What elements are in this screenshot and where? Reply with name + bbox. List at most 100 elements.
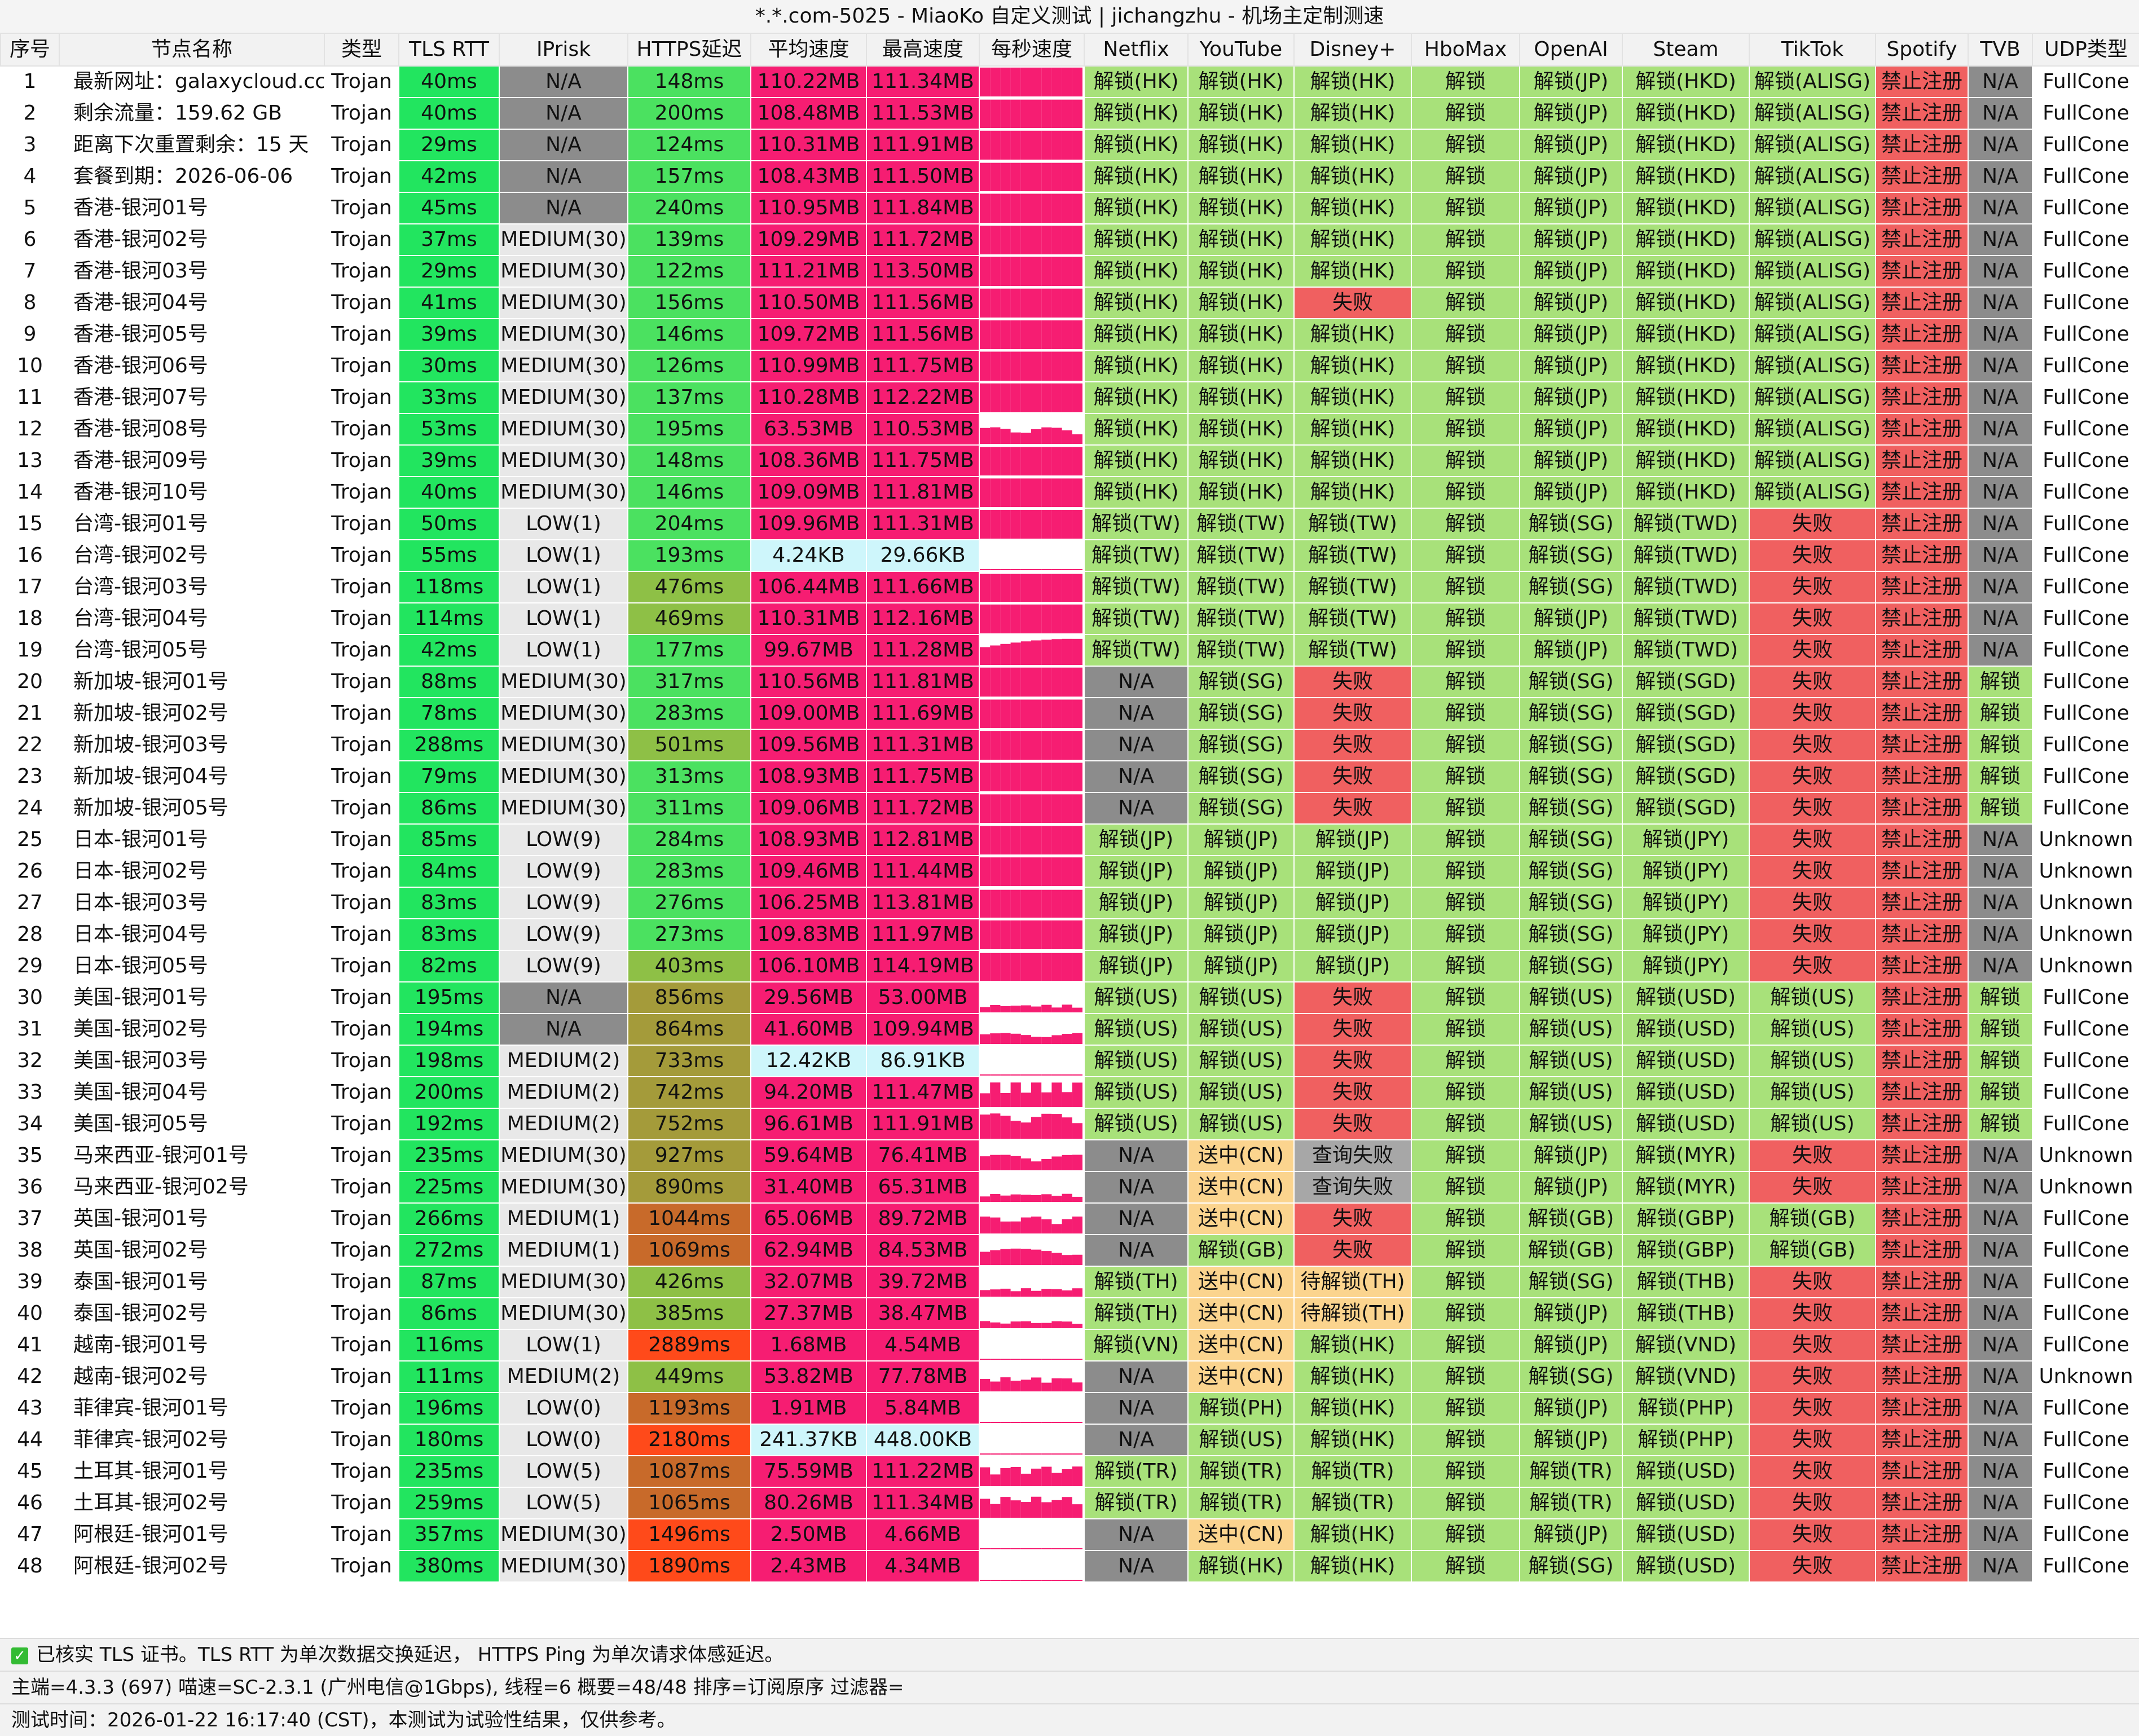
column-header[interactable]: 序号 [0,33,60,67]
table-row[interactable]: 22 新加坡-银河03号 Trojan 288ms MEDIUM(30) 501ms 109… [0,729,2139,761]
ip-risk: MEDIUM(30) [499,381,628,414]
sparkline-bar [1020,604,1031,633]
table-row[interactable]: 32 美国-银河03号 Trojan 198ms MEDIUM(2) 733ms 12.42… [0,1045,2139,1077]
tls-rtt: 116ms [398,1329,500,1362]
table-row[interactable]: 25 日本-银河01号 Trojan 85ms LOW(9) 284ms 108.93MB 1… [0,823,2139,856]
table-row[interactable]: 38 英国-银河02号 Trojan 272ms MEDIUM(1) 1069ms 62.9… [0,1234,2139,1267]
unlock-status: N/A [1968,508,2033,540]
sparkline-bar [990,953,1001,981]
table-row[interactable]: 48 阿根廷-银河02号 Trojan 380ms MEDIUM(30) 1890ms 2.… [0,1550,2139,1583]
table-row[interactable]: 26 日本-银河02号 Trojan 84ms LOW(9) 283ms 109.46MB 1… [0,855,2139,888]
table-row[interactable]: 18 台湾-银河04号 Trojan 114ms LOW(1) 469ms 110.31MB… [0,602,2139,635]
column-header[interactable]: IPrisk [499,33,628,67]
table-row[interactable]: 5 香港-银河01号 Trojan 45ms N/A 240ms 110.95MB 111.8… [0,192,2139,224]
udp-type: FullCone [2032,1424,2139,1456]
sparkline-bar [1000,857,1011,886]
table-row[interactable]: 1 最新网址：galaxycloud.cc Trojan 40ms N/A 148ms 11… [0,65,2139,98]
column-header[interactable]: Steam [1622,33,1750,67]
unlock-status: 解锁 [1968,981,2033,1014]
table-row[interactable]: 47 阿根廷-银河01号 Trojan 357ms MEDIUM(30) 1496ms 2.… [0,1518,2139,1551]
table-row[interactable]: 12 香港-银河08号 Trojan 53ms MEDIUM(30) 195ms 63.53… [0,413,2139,446]
table-row[interactable]: 9 香港-银河05号 Trojan 39ms MEDIUM(30) 146ms 109.72… [0,318,2139,351]
table-row[interactable]: 23 新加坡-银河04号 Trojan 79ms MEDIUM(30) 313ms 108.… [0,760,2139,793]
column-header[interactable]: 平均速度 [750,33,867,67]
table-row[interactable]: 11 香港-银河07号 Trojan 33ms MEDIUM(30) 137ms 110.2… [0,381,2139,414]
table-row[interactable]: 3 距离下次重置剩余：15 天 Trojan 29ms N/A 124ms 110.31MB… [0,129,2139,161]
table-row[interactable]: 4 套餐到期：2026-06-06 Trojan 42ms N/A 157ms 108.43… [0,160,2139,193]
unlock-status: 禁止注册 [1875,823,1969,856]
sparkline-bar [990,226,1001,254]
sparkline-bar [980,574,991,602]
table-row[interactable]: 40 泰国-银河02号 Trojan 86ms MEDIUM(30) 385ms 27.37… [0,1297,2139,1330]
sparkline-bar [1072,1453,1082,1455]
column-header[interactable]: 每秒速度 [979,33,1085,67]
unlock-status: 禁止注册 [1875,1171,1969,1204]
table-row[interactable]: 20 新加坡-银河01号 Trojan 88ms MEDIUM(30) 317ms 110.… [0,666,2139,698]
ip-risk: MEDIUM(30) [499,413,628,446]
speed-sparkline [979,823,1085,856]
table-row[interactable]: 21 新加坡-银河02号 Trojan 78ms MEDIUM(30) 283ms 109.… [0,697,2139,730]
column-header[interactable]: HTTPS延迟 [627,33,751,67]
table-row[interactable]: 34 美国-银河05号 Trojan 192ms MEDIUM(2) 752ms 96.61… [0,1108,2139,1140]
sparkline-bar [1000,509,1011,539]
column-header[interactable]: TikTok [1749,33,1876,67]
column-header[interactable]: TVB [1968,33,2033,67]
table-row[interactable]: 14 香港-银河10号 Trojan 40ms MEDIUM(30) 146ms 109.0… [0,476,2139,509]
table-row[interactable]: 35 马来西亚-银河01号 Trojan 235ms MEDIUM(30) 927ms 59… [0,1139,2139,1172]
table-row[interactable]: 2 剩余流量：159.62 GB Trojan 40ms N/A 200ms 108.48M… [0,97,2139,130]
column-header[interactable]: Disney+ [1293,33,1412,67]
table-row[interactable]: 29 日本-银河05号 Trojan 82ms LOW(9) 403ms 106.10MB 1… [0,950,2139,982]
column-header[interactable]: Spotify [1875,33,1969,67]
unlock-status: 解锁 [1968,760,2033,793]
table-row[interactable]: 46 土耳其-银河02号 Trojan 259ms LOW(5) 1065ms 80.26M… [0,1487,2139,1519]
table-row[interactable]: 30 美国-银河01号 Trojan 195ms N/A 856ms 29.56MB 53.0… [0,981,2139,1014]
table-row[interactable]: 43 菲律宾-银河01号 Trojan 196ms LOW(0) 1193ms 1.91MB… [0,1392,2139,1425]
table-row[interactable]: 45 土耳其-银河01号 Trojan 235ms LOW(5) 1087ms 75.59M… [0,1455,2139,1488]
table-row[interactable]: 31 美国-银河02号 Trojan 194ms N/A 864ms 41.60MB 109.… [0,1013,2139,1046]
column-header[interactable]: Netflix [1084,33,1189,67]
speed-sparkline [979,666,1085,698]
table-row[interactable]: 24 新加坡-银河05号 Trojan 86ms MEDIUM(30) 311ms 109.… [0,792,2139,825]
table-row[interactable]: 8 香港-银河04号 Trojan 41ms MEDIUM(30) 156ms 110.50… [0,287,2139,319]
ip-risk: LOW(9) [499,918,628,951]
table-row[interactable]: 7 香港-银河03号 Trojan 29ms MEDIUM(30) 122ms 111.21… [0,255,2139,288]
unlock-status: 解锁(US) [1187,1013,1295,1046]
column-header[interactable]: TLS RTT [398,33,500,67]
table-row[interactable]: 41 越南-银河01号 Trojan 116ms LOW(1) 2889ms 1.68MB 4… [0,1329,2139,1362]
unlock-status: 解锁 [1411,1139,1520,1172]
table-row[interactable]: 33 美国-银河04号 Trojan 200ms MEDIUM(2) 742ms 94.20… [0,1076,2139,1109]
table-row[interactable]: 28 日本-银河04号 Trojan 83ms LOW(9) 273ms 109.83MB 1… [0,918,2139,951]
table-row[interactable]: 37 英国-银河01号 Trojan 266ms MEDIUM(1) 1044ms 65.0… [0,1202,2139,1235]
table-row[interactable]: 44 菲律宾-银河02号 Trojan 180ms LOW(0) 2180ms 241.37… [0,1424,2139,1456]
table-row[interactable]: 16 台湾-银河02号 Trojan 55ms LOW(1) 193ms 4.24KB 29.… [0,539,2139,572]
unlock-status: 解锁 [1411,318,1520,351]
column-header[interactable]: HboMax [1411,33,1520,67]
table-row[interactable]: 42 越南-银河02号 Trojan 111ms MEDIUM(2) 449ms 53.82… [0,1360,2139,1393]
unlock-status: 失败 [1749,539,1876,572]
column-header[interactable]: 最高速度 [866,33,980,67]
table-row[interactable]: 6 香港-银河02号 Trojan 37ms MEDIUM(30) 139ms 109.29… [0,223,2139,256]
table-row[interactable]: 10 香港-银河06号 Trojan 30ms MEDIUM(30) 126ms 110.9… [0,350,2139,382]
column-header[interactable]: YouTube [1187,33,1295,67]
column-header[interactable]: UDP类型 [2032,33,2139,67]
table-row[interactable]: 13 香港-银河09号 Trojan 39ms MEDIUM(30) 148ms 108.3… [0,444,2139,477]
table-row[interactable]: 36 马来西亚-银河02号 Trojan 225ms MEDIUM(30) 890ms 31… [0,1171,2139,1204]
table-row[interactable]: 39 泰国-银河01号 Trojan 87ms MEDIUM(30) 426ms 32.07… [0,1266,2139,1298]
unlock-status: 解锁(US) [1084,1108,1189,1140]
sparkline-bar [1072,1504,1082,1518]
ip-risk: LOW(1) [499,571,628,603]
https-latency: 2889ms [627,1329,751,1362]
column-header[interactable]: OpenAI [1519,33,1623,67]
ip-risk: N/A [499,981,628,1014]
max-speed: 111.69MB [866,697,980,730]
column-header[interactable]: 类型 [324,33,399,67]
table-row[interactable]: 27 日本-银河03号 Trojan 83ms LOW(9) 276ms 106.25MB 1… [0,887,2139,919]
table-row[interactable]: 17 台湾-银河03号 Trojan 118ms LOW(1) 476ms 106.44MB… [0,571,2139,603]
sparkline-bar [980,1007,991,1012]
sparkline-bar [1072,667,1082,697]
unlock-status: 失败 [1293,1108,1412,1140]
avg-speed: 31.40MB [750,1171,867,1204]
table-row[interactable]: 19 台湾-银河05号 Trojan 42ms LOW(1) 177ms 99.67MB 11… [0,634,2139,667]
table-row[interactable]: 15 台湾-银河01号 Trojan 50ms LOW(1) 204ms 109.96MB 1… [0,508,2139,540]
column-header[interactable]: 节点名称 [59,33,325,67]
